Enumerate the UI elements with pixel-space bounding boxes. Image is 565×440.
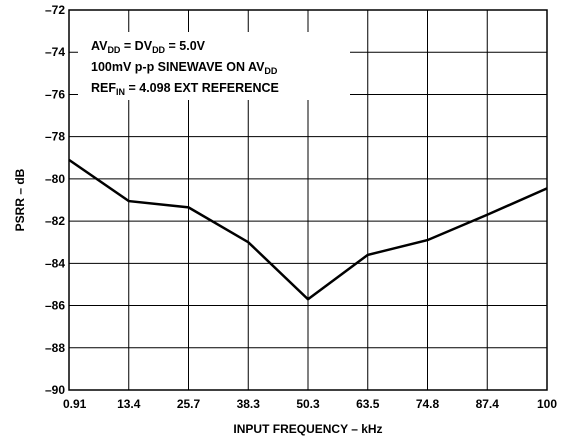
- x-tick-label: 50.3: [296, 397, 320, 411]
- annotation-text: AVDD = DVDD = 5.0V 100mV p-p SINEWAVE ON …: [91, 39, 279, 97]
- x-tick-label: 0.91: [63, 397, 87, 411]
- y-tick-label: –86: [45, 299, 65, 313]
- y-tick-label: –76: [45, 87, 65, 101]
- y-tick-label: –74: [45, 45, 65, 59]
- y-tick-label: –78: [45, 130, 65, 144]
- x-tick-label: 13.4: [117, 397, 141, 411]
- annotation-box: [78, 32, 350, 100]
- y-tick-label: –90: [45, 383, 65, 397]
- x-tick-label: 63.5: [356, 397, 380, 411]
- series-layer: [68, 158, 548, 301]
- annotation-line: AVDD = DVDD = 5.0V: [91, 39, 206, 55]
- x-tick-label: 74.8: [416, 397, 440, 411]
- y-tick-label: –72: [45, 3, 65, 17]
- x-axis-title: INPUT FREQUENCY – kHz: [233, 422, 382, 436]
- y-tick-label: –88: [45, 341, 65, 355]
- y-tick-label: –80: [45, 172, 65, 186]
- y-tick-label: –84: [45, 256, 65, 270]
- x-tick-label: 38.3: [237, 397, 261, 411]
- y-tick-labels: –72 –74 –76 –78 –80 –82 –84 –86 –88 –90: [45, 3, 65, 397]
- y-axis-title: PSRR – dB: [13, 168, 27, 231]
- plot-frame: [68, 9, 548, 391]
- x-tick-label: 25.7: [177, 397, 201, 411]
- x-tick-label: 87.4: [476, 397, 500, 411]
- x-tick-labels: 0.91 13.4 25.7 38.3 50.3 63.5 74.8 87.4 100: [63, 397, 557, 411]
- annotation-line: REFIN = 4.098 EXT REFERENCE: [91, 81, 279, 97]
- annotation-line: 100mV p-p SINEWAVE ON AVDD: [91, 60, 278, 76]
- y-tick-label: –82: [45, 214, 65, 228]
- x-tick-label: 100: [537, 397, 557, 411]
